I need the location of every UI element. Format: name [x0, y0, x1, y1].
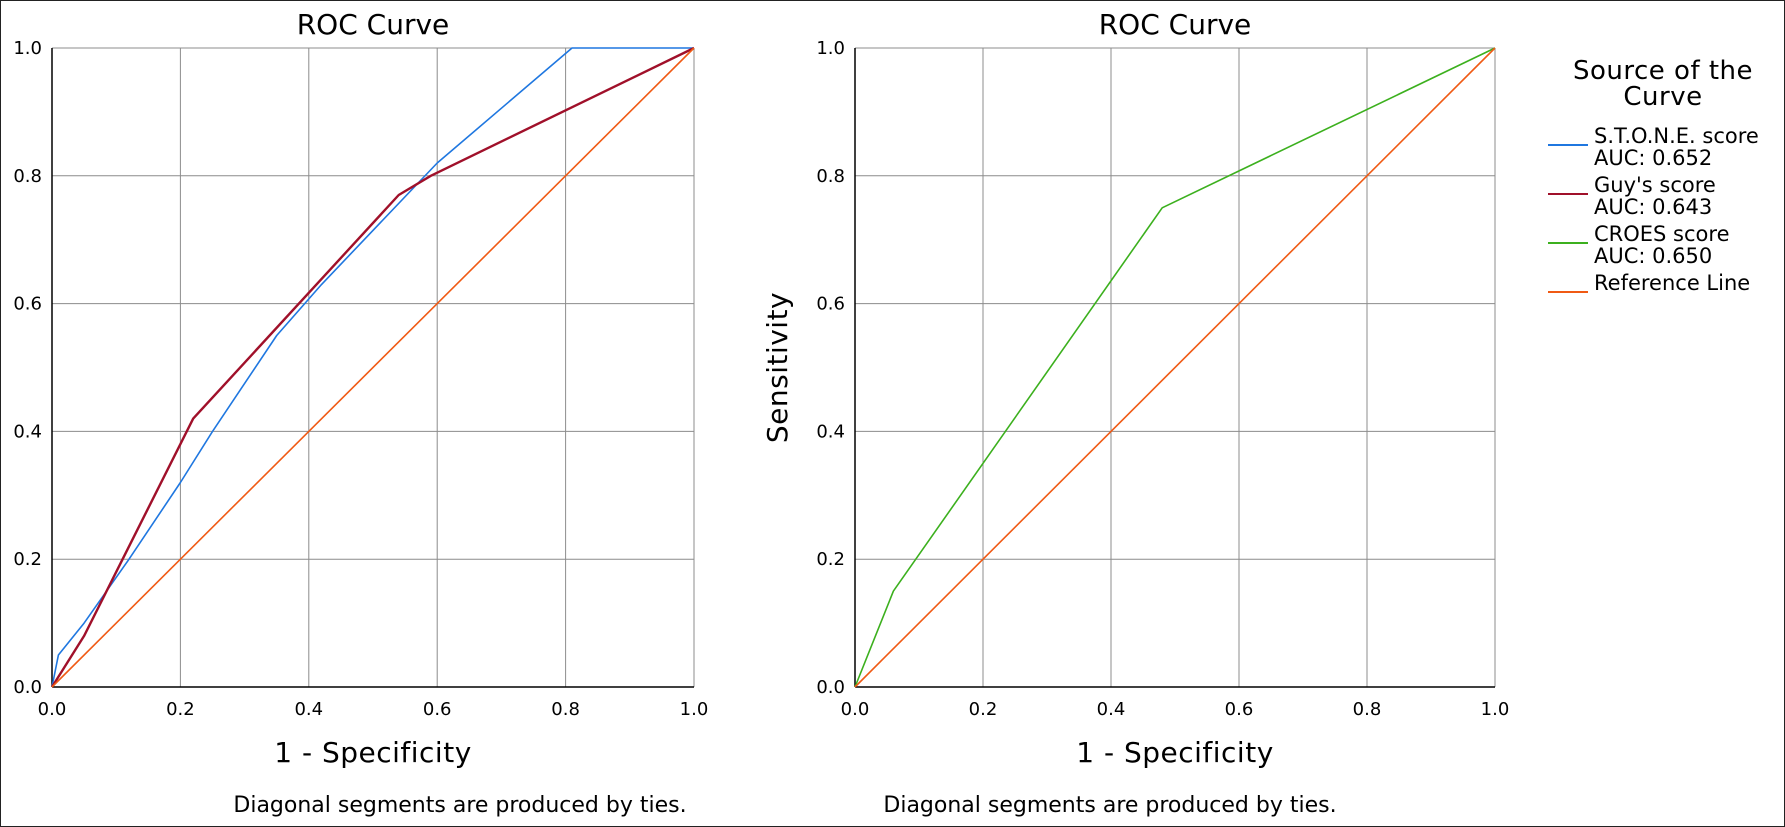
x-tick-label: 0.8	[551, 699, 580, 720]
chart-title: ROC Curve	[1099, 8, 1252, 41]
x-tick-label: 0.6	[423, 699, 452, 720]
legend-auc: AUC: 0.643	[1594, 195, 1712, 219]
series-line-reference-line	[854, 47, 1496, 688]
y-tick-label: 0.6	[816, 294, 845, 315]
series-line-s-t-o-n-e-score	[51, 47, 694, 688]
chart-footnote: Diagonal segments are produced by ties.	[233, 793, 686, 818]
legend-title-line-2: Curve	[1623, 82, 1702, 112]
x-tick-label: 0.0	[841, 699, 870, 720]
x-tick-label: 0.4	[294, 699, 323, 720]
chart-footnote: Diagonal segments are produced by ties.	[883, 793, 1336, 818]
series-line-croes-score	[854, 47, 1496, 688]
legend-auc: AUC: 0.650	[1594, 244, 1712, 268]
y-axis-title: Sensitivity	[761, 292, 794, 443]
roc-panel-2: 0.0 0.2 0.4 0.6 0.8 1.0 0.0 0.2 0.4 0.6 0.8 1.0 ROC …	[761, 8, 1509, 818]
y-tick-label: 1.0	[816, 38, 845, 59]
y-tick-label: 0.4	[816, 421, 845, 442]
x-tick-label: 0.0	[38, 699, 67, 720]
legend-label: Reference Line	[1594, 271, 1750, 295]
legend-label: S.T.O.N.E. score	[1594, 124, 1759, 148]
roc-panel-1: 0.0 0.2 0.4 0.6 0.8 1.0 0.0 0.2 0.4 0.6 0.8 1.0 ROC …	[13, 8, 708, 818]
y-tick-label: 0.8	[13, 166, 42, 187]
x-tick-label: 0.8	[1353, 699, 1382, 720]
legend-auc: AUC: 0.652	[1594, 146, 1712, 170]
x-tick-label: 0.2	[969, 699, 998, 720]
series-line-guy-s-score	[50, 46, 695, 688]
chart-title: ROC Curve	[297, 8, 450, 41]
legend-item: Reference Line	[1548, 271, 1750, 295]
legend-title-line-1: Source of the	[1573, 56, 1753, 86]
legend-label: CROES score	[1594, 222, 1730, 246]
y-tick-label: 0.2	[13, 549, 42, 570]
y-tick-label: 0.8	[816, 166, 845, 187]
y-tick-label: 0.0	[816, 677, 845, 698]
x-tick-label: 0.6	[1225, 699, 1254, 720]
series-line-reference-line	[51, 47, 695, 688]
y-tick-label: 0.4	[13, 421, 42, 442]
y-tick-label: 0.2	[816, 549, 845, 570]
x-axis-title: 1 - Specificity	[1076, 736, 1274, 769]
y-tick-label: 0.6	[13, 294, 42, 315]
legend-label: Guy's score	[1594, 173, 1716, 197]
x-tick-label: 1.0	[1481, 699, 1510, 720]
x-tick-label: 0.4	[1097, 699, 1126, 720]
x-tick-label: 0.2	[166, 699, 195, 720]
x-axis-title: 1 - Specificity	[274, 736, 472, 769]
y-tick-label: 0.0	[13, 677, 42, 698]
x-tick-label: 1.0	[680, 699, 709, 720]
y-tick-label: 1.0	[13, 38, 42, 59]
